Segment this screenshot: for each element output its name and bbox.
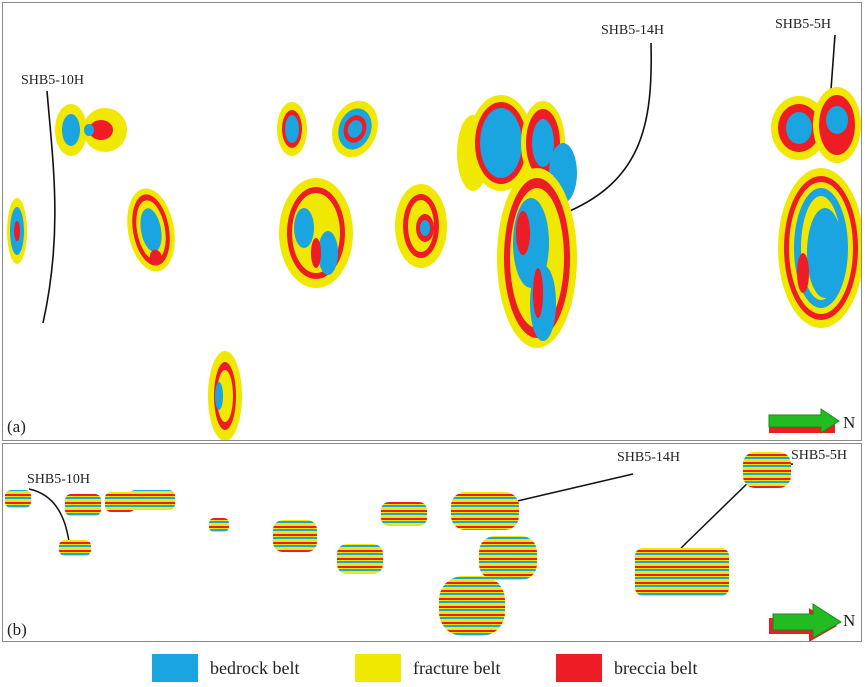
legend-item-fracture: fracture belt — [355, 654, 500, 682]
karst-cluster-shb5-14h — [457, 95, 577, 348]
panel-a-plan-view: SHB5-10H SHB5-14H SHB5-5H (a) N — [2, 2, 862, 441]
karst-body — [5, 490, 31, 508]
karst-body — [395, 184, 447, 268]
well-label-shb5-14h: SHB5-14H — [601, 23, 665, 38]
north-arrow-icon — [769, 603, 842, 641]
karst-body — [59, 540, 91, 556]
karst-cluster-shb5-5h — [771, 87, 861, 328]
karst-body — [65, 494, 101, 516]
karst-body — [7, 198, 27, 264]
karst-body — [332, 100, 378, 158]
panel-b-oblique-view: SHB5-10H SHB5-14H SHB5-5H (b) N — [2, 443, 862, 642]
karst-body — [209, 518, 229, 532]
legend: bedrock belt fracture belt breccia belt — [0, 646, 865, 687]
well-trace-shb5-14h — [559, 42, 653, 216]
panel-label-b: (b) — [7, 620, 27, 639]
legend-label: fracture belt — [413, 657, 501, 678]
well-label-shb5-10h: SHB5-10H — [27, 472, 91, 487]
legend-swatch — [152, 654, 198, 682]
legend-swatch — [355, 654, 401, 682]
karst-body — [451, 492, 519, 530]
karst-body — [105, 492, 135, 512]
panel-b-canvas — [5, 452, 842, 641]
legend-item-breccia: breccia belt — [556, 654, 697, 682]
karst-body — [129, 490, 175, 510]
karst-body — [127, 188, 175, 272]
legend-item-bedrock: bedrock belt — [152, 654, 299, 682]
north-label: N — [843, 611, 856, 630]
legend-label: breccia belt — [614, 657, 698, 678]
karst-body — [381, 502, 427, 526]
karst-body — [273, 520, 317, 552]
well-label-shb5-5h: SHB5-5H — [791, 448, 848, 463]
well-label-shb5-10h: SHB5-10H — [21, 73, 85, 88]
karst-body — [743, 452, 791, 488]
well-trace-shb5-10h — [28, 488, 70, 543]
karst-body — [279, 178, 353, 288]
well-trace-shb5-14h — [512, 473, 634, 503]
karst-body — [277, 102, 307, 156]
karst-body — [208, 351, 242, 440]
karst-body — [337, 544, 383, 574]
well-label-shb5-5h: SHB5-5H — [775, 17, 832, 32]
legend-swatch — [556, 654, 602, 682]
karst-body — [479, 536, 537, 580]
north-arrow-icon — [768, 408, 840, 434]
well-trace-shb5-5h — [680, 473, 758, 549]
well-trace-shb5-10h — [42, 90, 56, 324]
karst-body — [635, 548, 729, 596]
north-label: N — [843, 413, 856, 432]
panel-a-canvas — [7, 34, 861, 440]
legend-label: bedrock belt — [210, 657, 300, 678]
well-label-shb5-14h: SHB5-14H — [617, 450, 681, 465]
karst-body — [55, 104, 127, 156]
panel-label-a: (a) — [7, 417, 26, 436]
karst-body — [439, 576, 505, 636]
